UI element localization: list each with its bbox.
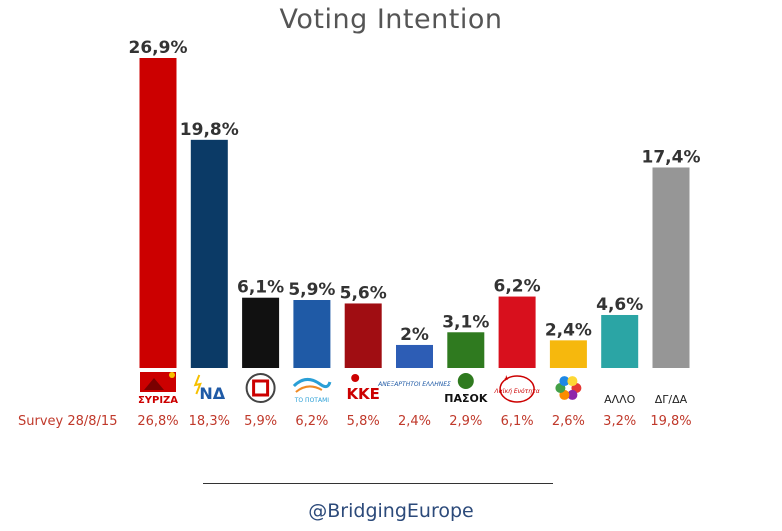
- value-labels-group: 26,9% 19,8% 6,1% 5,9% 5,6% 2% 3,1%6,2% 2,4%4,6%…: [129, 38, 701, 345]
- lae-logo-icon: Λαϊκή Ενότητα: [494, 375, 540, 403]
- bar-1: [139, 58, 177, 368]
- nd-logo-text: ΝΔ: [199, 384, 225, 403]
- ek-logo-icon: [555, 376, 582, 400]
- dgda-label: ΔΓ/ΔΑ: [655, 393, 688, 406]
- bar-3: [242, 297, 280, 368]
- footer-handle: @BridgingEurope: [308, 500, 474, 522]
- bars-group: [139, 58, 690, 368]
- survey-value-2: 18,3%: [188, 414, 230, 429]
- kke-logo-icon: ΚΚΕ: [346, 374, 380, 403]
- dgda-label-text: ΔΓ/ΔΑ: [655, 393, 688, 406]
- syriza-logo-text: ΣΥΡΙΖΑ: [138, 395, 178, 406]
- bar-4: [293, 300, 331, 368]
- bar-11: [652, 167, 690, 368]
- survey-value-7: 2,9%: [449, 414, 483, 429]
- anel-logo-icon: ΑΝΕΞΑΡΤΗΤΟΙ ΕΛΛΗΝΕΣ: [377, 381, 451, 388]
- bar-value-label-8: 6,2%: [494, 277, 541, 297]
- survey-value-6: 2,4%: [397, 414, 432, 429]
- survey-value-11: 19,8%: [650, 414, 692, 429]
- bar-value-label-1: 26,9%: [129, 38, 188, 58]
- lae-logo-text: Λαϊκή Ενότητα: [494, 388, 540, 395]
- bar-8: [498, 296, 536, 368]
- anel-logo-text: ΑΝΕΞΑΡΤΗΤΟΙ ΕΛΛΗΝΕΣ: [377, 381, 451, 388]
- bar-value-label-7: 3,1%: [442, 312, 489, 332]
- bar-value-label-2: 19,8%: [180, 120, 239, 140]
- bar-value-label-10: 4,6%: [596, 295, 643, 315]
- allo-label-text: ΑΛΛΟ: [604, 393, 636, 406]
- pasok-logo-icon: ΠΑΣΟΚ: [444, 373, 488, 405]
- potami-logo-icon: ΤΟ ΠΟΤΑΜΙ: [292, 378, 332, 404]
- bar-value-label-9: 2,4%: [545, 320, 592, 340]
- potami-logo-text: ΤΟ ΠΟΤΑΜΙ: [294, 397, 329, 404]
- bar-value-label-6: 2%: [400, 325, 429, 345]
- survey-row: Survey 28/8/15 26,8% 18,3% 5,9% 6,2% 5,8% 2,4…: [0, 414, 782, 434]
- divider-line: [203, 483, 553, 484]
- kke-logo-text: ΚΚΕ: [346, 385, 380, 403]
- bar-value-label-11: 17,4%: [642, 147, 701, 167]
- bar-7: [447, 332, 485, 368]
- bar-2: [190, 139, 228, 368]
- survey-value-8: 6,1%: [500, 414, 534, 429]
- survey-value-1: 26,8%: [137, 414, 179, 429]
- syriza-logo-icon: ΣΥΡΙΖΑ: [138, 372, 178, 406]
- pasok-logo-text: ΠΑΣΟΚ: [444, 392, 488, 405]
- survey-value-9: 2,6%: [551, 414, 585, 429]
- survey-label: Survey 28/8/15: [18, 414, 118, 429]
- bar-9: [549, 340, 587, 368]
- chart-title: Voting Intention: [279, 4, 503, 35]
- bar-chart: 26,9% 19,8% 6,1% 5,9% 5,6% 2% 3,1%6,2% 2,4%4,6%…: [129, 38, 701, 406]
- xa-logo-icon: [245, 373, 276, 403]
- survey-value-4: 6,2%: [295, 414, 329, 429]
- survey-value-5: 5,8%: [346, 414, 380, 429]
- bar-10: [601, 314, 639, 368]
- bar-6: [396, 344, 433, 368]
- bar-5: [344, 303, 382, 368]
- allo-label: ΑΛΛΟ: [604, 393, 636, 406]
- bar-value-label-4: 5,9%: [288, 280, 335, 300]
- survey-value-3: 5,9%: [244, 414, 278, 429]
- nd-logo-icon: ΝΔ: [193, 374, 226, 403]
- bar-value-label-3: 6,1%: [237, 278, 284, 298]
- bar-value-label-5: 5,6%: [340, 283, 387, 303]
- survey-value-10: 3,2%: [603, 414, 637, 429]
